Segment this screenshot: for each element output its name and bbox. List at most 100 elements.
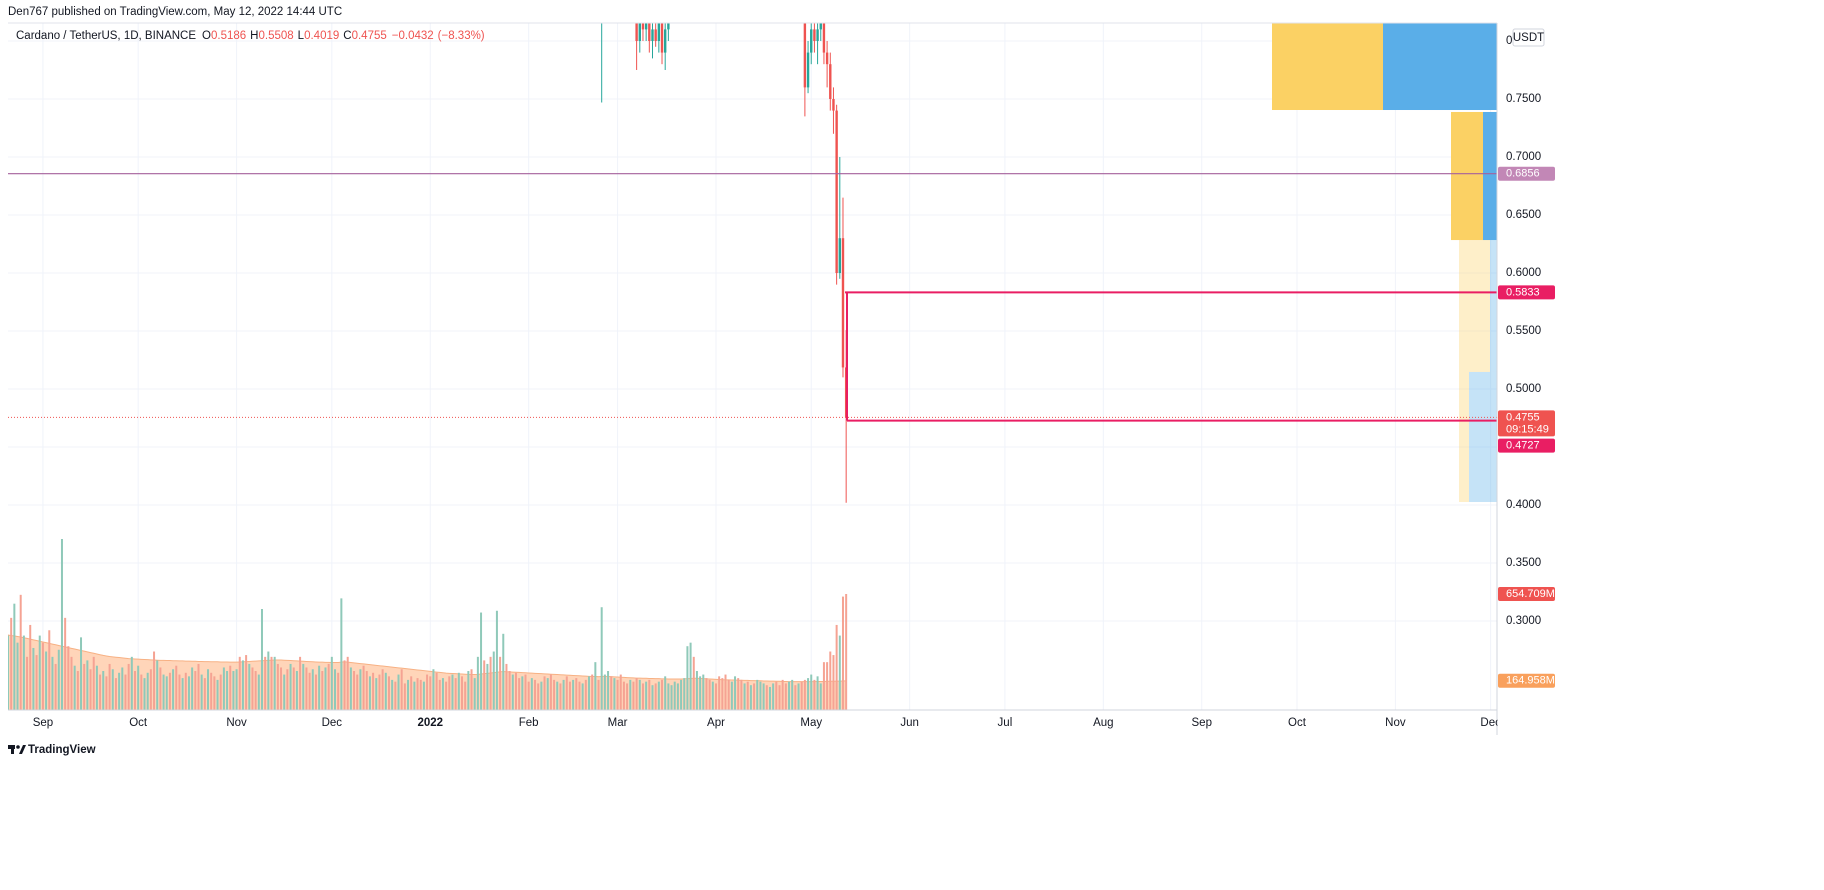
volume-bar xyxy=(419,679,422,710)
level-tag-label: 0.4727 xyxy=(1506,440,1540,452)
volume-bar xyxy=(102,671,105,710)
candle-body xyxy=(663,29,667,53)
volume-bar xyxy=(175,665,178,710)
volume-bar xyxy=(607,671,610,710)
time-tick-label: Oct xyxy=(129,717,148,729)
volume-bar xyxy=(191,667,194,710)
time-tick-label: Oct xyxy=(1288,717,1307,729)
volume-bar xyxy=(562,679,565,710)
volume-bar xyxy=(391,679,394,710)
volume-bar xyxy=(454,678,457,710)
volume-bar xyxy=(222,667,225,710)
volume-bar xyxy=(800,681,803,710)
axes: 0.30000.35000.40000.45000.50000.55000.60… xyxy=(33,28,1568,734)
level-tag-label: 0.6856 xyxy=(1506,168,1540,180)
level-tag-bg xyxy=(1498,285,1555,300)
volume-bar xyxy=(838,635,841,710)
volume-bar xyxy=(137,665,140,710)
volume-bar xyxy=(114,678,117,710)
volume-bar xyxy=(80,637,83,710)
volume-bar xyxy=(667,683,670,710)
candle-body xyxy=(667,23,670,30)
level-tag-bg xyxy=(1498,438,1555,453)
volume-bar xyxy=(632,681,635,710)
candle-body xyxy=(806,52,810,88)
volume-bar xyxy=(721,678,724,710)
volume-bar xyxy=(349,667,352,710)
volume-bar xyxy=(807,678,810,710)
volume-bar xyxy=(184,672,187,710)
volume-bar xyxy=(749,685,752,710)
candle-body xyxy=(816,29,819,41)
volume-bar xyxy=(124,674,127,710)
volume-bar xyxy=(95,665,98,710)
volume-bar xyxy=(251,667,254,710)
published-note: Den767 published on TradingView.com, May… xyxy=(8,6,342,18)
volume-tag-label: 654.709M xyxy=(1506,588,1555,600)
profile-down xyxy=(1272,23,1383,111)
volume-bar xyxy=(638,679,641,710)
time-tick-label: Nov xyxy=(1385,717,1406,729)
time-tick-label: Feb xyxy=(519,717,539,729)
time-tick-label: Aug xyxy=(1093,717,1113,729)
volume-bar xyxy=(54,663,57,710)
volume-bar xyxy=(254,671,257,710)
volume-bar xyxy=(756,679,759,710)
volume-bar xyxy=(187,676,190,710)
volume-bar xyxy=(426,674,429,710)
volume-bar xyxy=(661,679,664,710)
volume-bar xyxy=(57,649,60,710)
volume-bar xyxy=(635,678,638,710)
volume-bar xyxy=(29,624,32,710)
volume-bar xyxy=(165,676,168,710)
volume-bar xyxy=(645,681,648,710)
volume-bar xyxy=(38,635,41,710)
volume-bar xyxy=(264,656,267,710)
profile-down xyxy=(1459,371,1469,502)
volume-bar xyxy=(286,669,289,710)
volume-bar xyxy=(394,681,397,710)
volume-bar xyxy=(470,669,473,710)
tradingview-logo xyxy=(8,745,26,754)
close-value: 0.4755 xyxy=(352,30,387,42)
volume-bar xyxy=(86,660,89,710)
volume-bar xyxy=(499,656,502,710)
volume-bar xyxy=(302,663,305,710)
volume-bar xyxy=(413,681,416,710)
volume-bar xyxy=(832,655,835,710)
volume-bar xyxy=(276,663,279,710)
price-tick-label: 0.7500 xyxy=(1506,93,1541,105)
volume-bar xyxy=(556,681,559,710)
volume-bar xyxy=(159,667,162,710)
volume-bar xyxy=(546,678,549,710)
volume-bar xyxy=(727,679,730,710)
volume-bar xyxy=(743,683,746,710)
candle-body xyxy=(660,23,664,53)
volume-bar xyxy=(575,678,578,710)
candle-body xyxy=(835,110,838,273)
time-tick-label: Dec xyxy=(1480,717,1501,729)
volume-bar xyxy=(502,633,505,710)
volume-bar xyxy=(143,678,146,710)
volume-bar xyxy=(670,685,673,710)
volume-bar xyxy=(695,671,698,710)
volume-bar xyxy=(568,681,571,710)
volume-bar xyxy=(270,656,273,710)
low-value: 0.4019 xyxy=(304,30,339,42)
volume-bar xyxy=(324,667,327,710)
volume-bar xyxy=(327,663,330,710)
candle-body xyxy=(803,23,807,88)
volume-bar xyxy=(505,663,508,710)
symbol: Cardano / TetherUS, 1D, BINANCE xyxy=(16,30,196,42)
profile-up xyxy=(1483,111,1497,241)
volume-bar xyxy=(232,671,235,710)
volume-bar xyxy=(584,679,587,710)
time-tick-label: Jun xyxy=(900,717,919,729)
volume-bar xyxy=(245,655,248,710)
logo-part xyxy=(19,745,26,754)
volume-bar xyxy=(229,665,232,710)
legend: Cardano / TetherUS, 1D, BINANCE O0.5186 H0… xyxy=(16,30,485,42)
volume-bar xyxy=(226,671,229,710)
volume-bar xyxy=(435,672,438,710)
volume-bar xyxy=(714,683,717,710)
